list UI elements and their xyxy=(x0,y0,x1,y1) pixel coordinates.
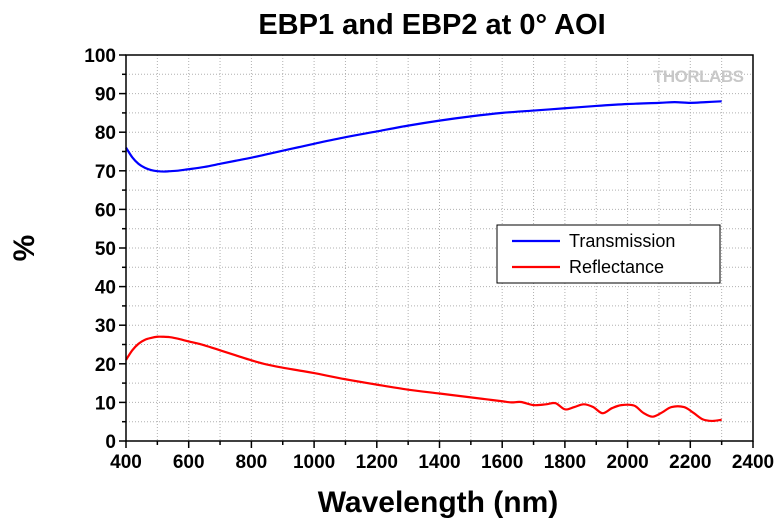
legend: Transmission Reflectance xyxy=(496,224,721,284)
y-tick-label: 60 xyxy=(95,200,116,221)
y-tick-label: 20 xyxy=(95,355,116,376)
legend-label-transmission: Transmission xyxy=(569,231,675,251)
y-tick-label: 10 xyxy=(95,393,116,414)
x-tick-label: 400 xyxy=(110,452,142,473)
x-tick-label: 600 xyxy=(173,452,205,473)
legend-label-reflectance: Reflectance xyxy=(569,257,664,277)
y-tick-label: 90 xyxy=(95,85,116,106)
x-tick-label: 1400 xyxy=(418,452,460,473)
thorlabs-logo: THORLABS xyxy=(653,67,744,86)
y-tick-label: 70 xyxy=(95,162,116,183)
series-line-reflectance xyxy=(125,335,722,423)
chart-title: EBP1 and EBP2 at 0° AOI xyxy=(258,9,605,41)
x-tick-label: 1600 xyxy=(481,452,523,473)
y-axis-label: % xyxy=(8,235,41,262)
legend-box xyxy=(496,224,721,284)
y-tick-label: 40 xyxy=(95,278,116,299)
x-tick-label: 1000 xyxy=(293,452,335,473)
y-tick-label: 30 xyxy=(95,316,116,337)
axis-ticks xyxy=(119,54,754,448)
plot-area xyxy=(125,100,722,423)
y-tick-label: 50 xyxy=(95,239,116,260)
y-tick-label: 100 xyxy=(84,46,116,67)
y-axis-tick-labels: 0 10 20 30 40 50 60 70 80 90 100 xyxy=(84,46,116,453)
x-tick-label: 1800 xyxy=(544,452,586,473)
series-line-transmission xyxy=(125,100,722,173)
y-tick-label: 80 xyxy=(95,123,116,144)
x-tick-label: 1200 xyxy=(356,452,398,473)
x-axis-label: Wavelength (nm) xyxy=(318,486,559,519)
x-tick-label: 800 xyxy=(236,452,268,473)
y-tick-label: 0 xyxy=(105,432,116,453)
x-tick-label: 2400 xyxy=(732,452,774,473)
grid xyxy=(126,55,753,441)
x-tick-label: 2200 xyxy=(669,452,711,473)
x-tick-label: 2000 xyxy=(606,452,648,473)
x-axis-tick-labels: 400 600 800 1000 1200 1400 1600 1800 2000 2200 240… xyxy=(110,452,774,473)
